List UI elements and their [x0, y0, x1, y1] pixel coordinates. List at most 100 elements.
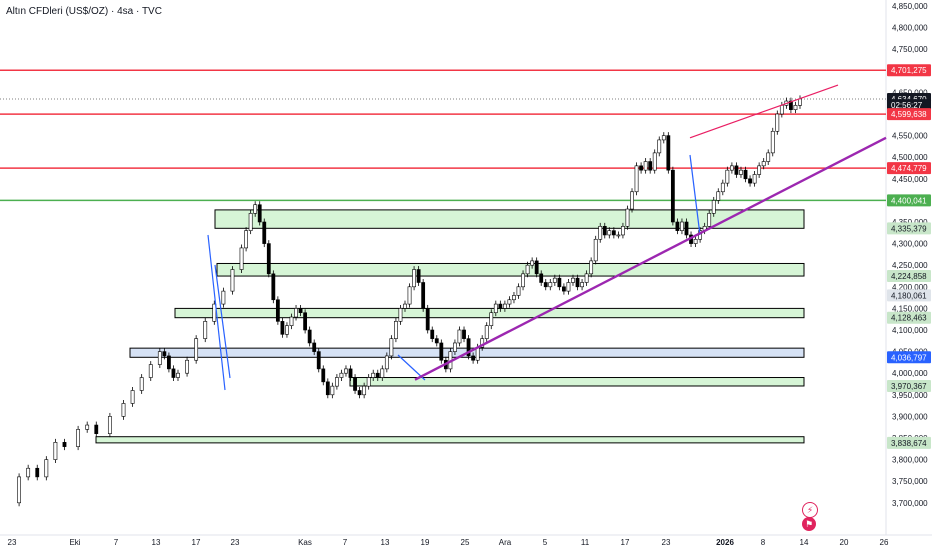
candle: [798, 98, 802, 106]
candle: [212, 303, 217, 322]
candle: [693, 238, 698, 244]
candle: [162, 351, 167, 357]
candle: [539, 273, 544, 283]
support-zone: [95, 436, 805, 444]
candle: [589, 260, 594, 275]
x-tick-label: 23: [8, 538, 17, 547]
candle: [248, 213, 253, 231]
price-tag: [887, 289, 931, 302]
y-tick-label: 4,450,000: [892, 175, 928, 184]
x-tick-label: 25: [461, 538, 470, 547]
x-tick-label: 5: [543, 538, 548, 547]
candle: [484, 325, 489, 339]
candle: [339, 372, 344, 378]
candle: [307, 329, 312, 344]
candle: [466, 338, 471, 357]
chart-title: Altın CFDleri (US$/OZ) · 4sa · TVC: [6, 6, 162, 17]
candle: [421, 282, 426, 309]
candle: [371, 372, 376, 378]
candle: [121, 403, 126, 417]
y-tick-label: 4,200,000: [892, 283, 928, 292]
x-tick-label: 11: [581, 538, 590, 547]
x-tick-label: 26: [880, 538, 889, 547]
candle: [512, 295, 516, 301]
y-tick-label: 4,500,000: [892, 153, 928, 162]
candle: [26, 467, 31, 478]
x-tick-label: 7: [343, 538, 348, 547]
candle: [17, 476, 21, 504]
candle: [221, 290, 226, 305]
candle: [62, 442, 67, 447]
candle: [770, 130, 775, 154]
candle: [498, 303, 503, 309]
candle: [793, 105, 798, 110]
candle: [253, 204, 258, 214]
candle: [35, 467, 40, 478]
y-tick-label: 3,700,000: [892, 499, 928, 508]
highlight-swing: [207, 234, 226, 391]
candle: [321, 368, 326, 383]
candle: [566, 282, 571, 292]
candle: [552, 277, 557, 283]
y-tick-label: 4,000,000: [892, 369, 928, 378]
y-tick-label: 4,750,000: [892, 45, 928, 54]
candle: [316, 351, 321, 370]
candle: [266, 243, 271, 275]
candle: [462, 329, 466, 339]
candle: [611, 230, 616, 236]
candle: [602, 226, 607, 236]
candle: [580, 282, 584, 288]
candle: [334, 377, 339, 387]
candle: [739, 169, 743, 175]
candle: [675, 221, 680, 231]
candle: [489, 312, 494, 326]
candle: [389, 338, 394, 357]
y-tick-label: 4,100,000: [892, 326, 928, 335]
price-tag-label: 4,701,275: [891, 66, 927, 75]
price-tag: [887, 108, 931, 121]
candle: [348, 368, 353, 378]
price-tag-label: 4,180,061: [891, 291, 927, 300]
candle: [357, 390, 362, 396]
candle: [575, 277, 580, 288]
price-tag: [887, 194, 931, 207]
candle: [76, 429, 81, 447]
x-tick-label: Eki: [69, 538, 80, 547]
candle: [543, 282, 548, 288]
candle: [403, 303, 407, 309]
y-tick-label: 3,900,000: [892, 412, 928, 421]
x-tick-label: 23: [231, 538, 240, 547]
support-trend-line: [414, 136, 887, 381]
price-tag: [887, 162, 931, 175]
price-tag-label: 4,400,041: [891, 196, 927, 205]
candle: [239, 247, 244, 270]
candle: [53, 442, 58, 460]
candle: [734, 165, 739, 175]
price-tag: [887, 436, 931, 449]
candle: [303, 312, 308, 331]
price-tag-label: 4,599,638: [891, 110, 927, 119]
candle: [634, 165, 639, 193]
x-tick-label: Kas: [298, 538, 312, 547]
lightning-icon[interactable]: ⚡: [802, 502, 818, 518]
candle: [548, 282, 553, 288]
candle: [707, 213, 712, 227]
candle: [480, 338, 485, 348]
candle: [521, 273, 525, 288]
candle: [157, 351, 162, 365]
candle: [434, 338, 439, 344]
price-tag: [887, 311, 931, 324]
candle: [325, 381, 330, 396]
flag-icon[interactable]: ⚑: [802, 517, 816, 531]
candle: [167, 355, 171, 370]
candle: [779, 105, 784, 115]
candle: [171, 368, 176, 378]
candle: [430, 329, 435, 339]
candle: [534, 260, 539, 275]
candle: [230, 269, 235, 292]
candle: [621, 226, 625, 236]
candle: [493, 303, 498, 314]
y-tick-label: 3,800,000: [892, 456, 928, 465]
candle: [330, 385, 335, 396]
